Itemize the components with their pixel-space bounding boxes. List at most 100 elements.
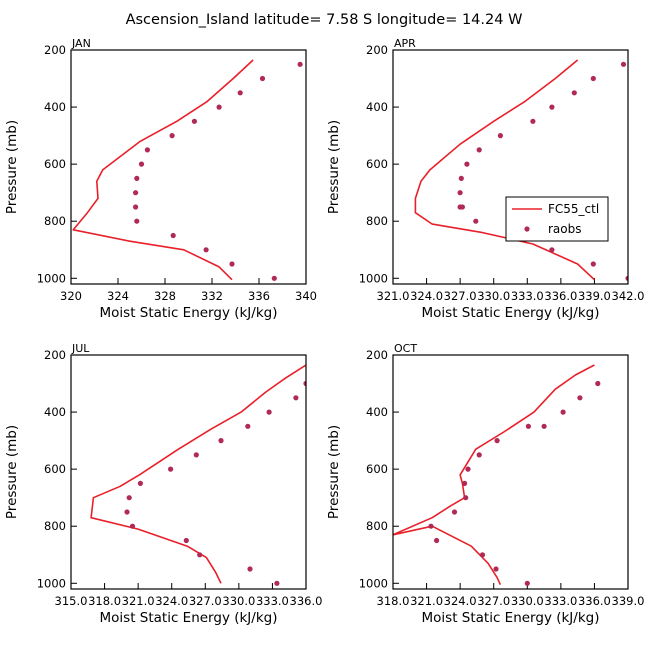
plot-area bbox=[414, 59, 628, 281]
y-tick-label: 400 bbox=[366, 100, 388, 114]
x-tick-label: 315.0 bbox=[55, 594, 88, 608]
obs-point bbox=[625, 275, 628, 281]
obs-point bbox=[197, 552, 203, 558]
legend-box bbox=[505, 196, 609, 242]
obs-point bbox=[434, 537, 440, 544]
y-axis-title: Pressure (mb) bbox=[4, 425, 20, 519]
obs-point bbox=[259, 75, 266, 82]
obs-point bbox=[459, 204, 465, 210]
y-axis-title: Pressure (mb) bbox=[326, 425, 342, 519]
obs-point bbox=[266, 409, 272, 415]
obs-point bbox=[463, 495, 469, 501]
x-tick-label: 318.0 bbox=[377, 594, 410, 608]
plot-frame bbox=[392, 49, 629, 285]
y-tick-label: 600 bbox=[44, 157, 66, 171]
obs-point bbox=[133, 204, 139, 210]
x-tick-label: 339.0 bbox=[612, 594, 645, 608]
plot-frame bbox=[70, 49, 307, 285]
obs-point bbox=[525, 423, 531, 429]
panel-label: JAN bbox=[71, 37, 91, 50]
obs-point bbox=[458, 175, 464, 181]
x-tick-label: 321.0 bbox=[122, 594, 155, 608]
panel-jul: 200 400 600 800 1000 315.0 318.0 321.0 324.0 327.… bbox=[4, 342, 322, 626]
obs-point bbox=[549, 247, 555, 253]
obs-point bbox=[476, 452, 482, 458]
x-tick-label: 320 bbox=[60, 289, 82, 303]
legend-obs-swatch bbox=[524, 226, 530, 232]
x-tick-label: 333.0 bbox=[544, 594, 577, 608]
y-tick-label: 1000 bbox=[359, 576, 388, 590]
obs-point bbox=[247, 566, 253, 572]
x-tick-label: 327.0 bbox=[477, 594, 510, 608]
obs-point bbox=[457, 190, 463, 196]
obs-point bbox=[462, 480, 468, 486]
x-tick-label: 336.0 bbox=[578, 594, 611, 608]
x-tick-label: 324.0 bbox=[410, 289, 443, 303]
x-tick-label: 327.0 bbox=[444, 289, 477, 303]
obs-point bbox=[428, 523, 434, 529]
obs-point bbox=[144, 147, 150, 153]
legend: FC55_ctl raobs bbox=[505, 196, 609, 242]
x-tick-label: 340 bbox=[295, 289, 317, 303]
obs-point bbox=[124, 509, 130, 515]
obs-point bbox=[168, 466, 174, 472]
panel-label: APR bbox=[394, 37, 416, 50]
obs-point bbox=[129, 523, 136, 529]
obs-point bbox=[271, 275, 277, 281]
obs-point bbox=[590, 261, 596, 267]
obs-point bbox=[560, 409, 566, 415]
plot-area bbox=[72, 59, 303, 281]
obs-point bbox=[620, 61, 627, 67]
model-profile-line bbox=[414, 59, 595, 281]
obs-point bbox=[577, 395, 583, 401]
panel-label: OCT bbox=[394, 342, 417, 355]
panel-oct: 200 400 600 800 1000 318.0 321.0 324.0 327.0 330.… bbox=[326, 342, 644, 626]
obs-point bbox=[126, 495, 132, 501]
y-tick-label: 400 bbox=[366, 405, 388, 419]
obs-point bbox=[530, 118, 536, 124]
x-tick-label: 336 bbox=[248, 289, 270, 303]
legend-model-label: FC55_ctl bbox=[548, 202, 599, 216]
y-tick-label: 1000 bbox=[359, 271, 388, 285]
x-tick-label: 324.0 bbox=[444, 594, 477, 608]
obs-point bbox=[193, 452, 199, 458]
y-tick-label: 800 bbox=[44, 519, 66, 533]
obs-point bbox=[237, 90, 243, 96]
model-profile-line bbox=[72, 59, 254, 281]
obs-point bbox=[134, 218, 140, 224]
y-axis-title: Pressure (mb) bbox=[4, 120, 20, 214]
obs-point bbox=[216, 104, 222, 110]
plot-area bbox=[393, 364, 601, 586]
obs-point bbox=[138, 161, 145, 167]
obs-point bbox=[451, 509, 458, 515]
x-tick-label: 336.0 bbox=[544, 289, 577, 303]
x-axis-title: Moist Static Energy (kJ/kg) bbox=[100, 305, 278, 321]
obs-point bbox=[590, 75, 596, 82]
panel-label: JUL bbox=[71, 342, 90, 355]
obs-point bbox=[274, 580, 280, 586]
obs-point bbox=[218, 438, 224, 444]
x-tick-label: 336.0 bbox=[290, 594, 323, 608]
plot-frame bbox=[392, 354, 629, 590]
plot-area bbox=[90, 364, 306, 586]
y-tick-label: 600 bbox=[366, 157, 388, 171]
x-tick-label: 332 bbox=[201, 289, 223, 303]
x-tick-label: 318.0 bbox=[88, 594, 121, 608]
y-tick-label: 400 bbox=[44, 405, 66, 419]
obs-point bbox=[297, 61, 303, 67]
obs-point bbox=[170, 232, 176, 239]
x-tick-label: 330.0 bbox=[222, 594, 255, 608]
x-tick-label: 342.0 bbox=[612, 289, 645, 303]
x-tick-label: 333.0 bbox=[256, 594, 289, 608]
obs-point bbox=[494, 438, 500, 444]
y-tick-label: 600 bbox=[44, 462, 66, 476]
y-tick-label: 1000 bbox=[37, 576, 66, 590]
obs-point bbox=[476, 147, 482, 153]
legend-obs-label: raobs bbox=[548, 222, 582, 236]
x-tick-label: 328 bbox=[154, 289, 176, 303]
y-tick-label: 200 bbox=[366, 348, 388, 362]
panel-jan: 200 400 600 800 1000 320 324 328 332 336 340 JAN Moi… bbox=[4, 37, 317, 321]
x-axis-title: Moist Static Energy (kJ/kg) bbox=[100, 610, 278, 626]
obs-point bbox=[183, 537, 189, 544]
